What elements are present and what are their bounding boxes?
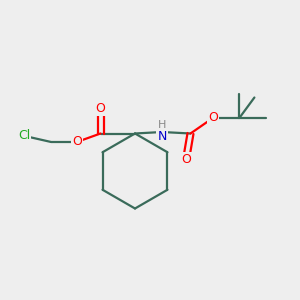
Text: O: O (208, 111, 218, 124)
Text: H: H (158, 120, 166, 130)
Text: O: O (181, 153, 191, 167)
Text: O: O (96, 101, 105, 115)
Text: N: N (157, 130, 167, 143)
Text: O: O (72, 135, 82, 148)
Text: Cl: Cl (18, 129, 30, 142)
